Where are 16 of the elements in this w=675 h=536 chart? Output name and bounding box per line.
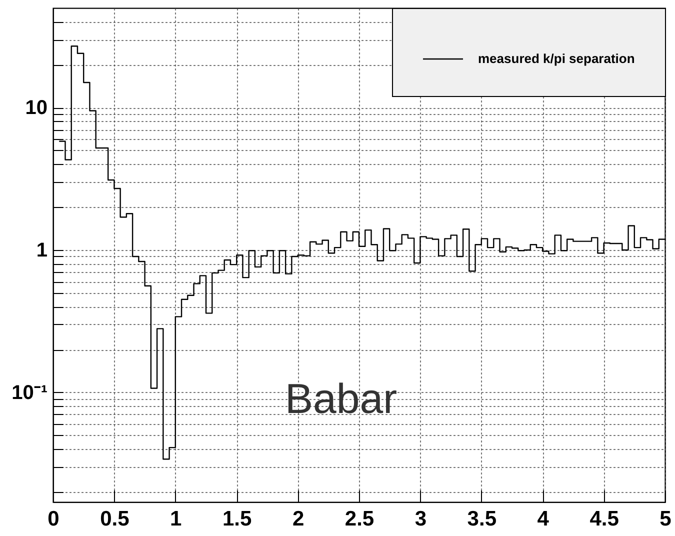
x-tick-label: 2 xyxy=(292,508,304,530)
y-tick-label: 10 xyxy=(25,97,48,120)
legend-label: measured k/pi separation xyxy=(478,51,635,66)
x-tick-label: 5 xyxy=(660,508,672,530)
x-tick-label: 2.5 xyxy=(344,508,374,530)
x-tick-label: 1.5 xyxy=(222,508,252,530)
annotation: Babar xyxy=(285,375,398,422)
x-tick-label: 4 xyxy=(537,508,550,530)
y-tick-label: 10⁻¹ xyxy=(12,382,48,404)
x-tick-label: 1 xyxy=(170,508,182,530)
x-tick-label: 0.5 xyxy=(100,508,130,530)
y-tick-label: 1 xyxy=(36,239,48,262)
x-tick-label: 0 xyxy=(48,508,60,530)
x-tick-label: 3.5 xyxy=(467,508,497,530)
x-tick-label: 3 xyxy=(414,508,427,530)
x-tick-label: 4.5 xyxy=(590,508,620,530)
